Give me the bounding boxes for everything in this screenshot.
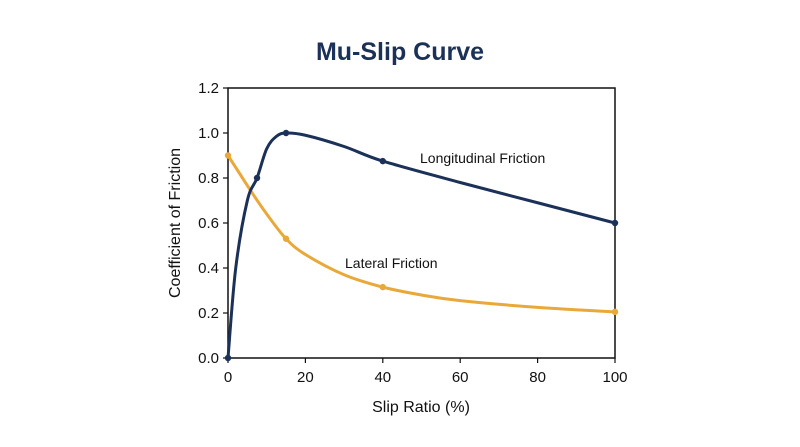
series-label-lateral-friction: Lateral Friction bbox=[345, 255, 438, 271]
x-tick-label: 20 bbox=[297, 369, 314, 386]
y-axis: 0.0 0.2 0.4 0.6 0.8 1.0 1.2 bbox=[198, 80, 228, 367]
data-point-lateral-friction bbox=[611, 308, 619, 316]
x-tick-label: 100 bbox=[602, 369, 627, 386]
series-lateral-friction bbox=[224, 152, 619, 316]
y-tick-label: 0.0 bbox=[198, 350, 219, 367]
series-longitudinal-friction bbox=[224, 129, 619, 362]
plot-frame bbox=[227, 87, 616, 359]
series-line-longitudinal-friction bbox=[226, 131, 617, 360]
x-tick-label: 40 bbox=[374, 369, 391, 386]
y-tick-label: 0.6 bbox=[198, 215, 219, 232]
data-point-longitudinal-friction bbox=[379, 157, 386, 165]
y-tick-label: 1.0 bbox=[198, 125, 219, 142]
data-point-longitudinal-friction bbox=[611, 219, 619, 227]
data-point-lateral-friction bbox=[224, 152, 232, 159]
series-line-lateral-friction bbox=[226, 154, 617, 314]
data-point-longitudinal-friction bbox=[224, 354, 232, 362]
series-label-longitudinal-friction: Longitudinal Friction bbox=[420, 150, 545, 166]
data-point-lateral-friction bbox=[282, 235, 290, 242]
chart-title: Mu-Slip Curve bbox=[316, 38, 484, 66]
series-layer bbox=[224, 129, 619, 362]
x-tick-label: 0 bbox=[224, 369, 232, 386]
data-point-longitudinal-friction bbox=[253, 174, 261, 182]
x-axis-label: Slip Ratio (%) bbox=[372, 399, 470, 416]
y-tick-label: 1.2 bbox=[198, 80, 219, 97]
data-point-lateral-friction bbox=[379, 283, 386, 291]
y-tick-label: 0.4 bbox=[198, 260, 219, 277]
x-axis: 0 20 40 60 80 100 bbox=[224, 358, 628, 386]
y-tick-label: 0.8 bbox=[198, 170, 219, 187]
y-tick-label: 0.2 bbox=[198, 305, 219, 322]
y-axis-label: Coefficient of Friction bbox=[167, 148, 184, 298]
data-point-longitudinal-friction bbox=[282, 129, 290, 137]
x-tick-label: 80 bbox=[529, 369, 546, 386]
x-tick-label: 60 bbox=[452, 369, 469, 386]
